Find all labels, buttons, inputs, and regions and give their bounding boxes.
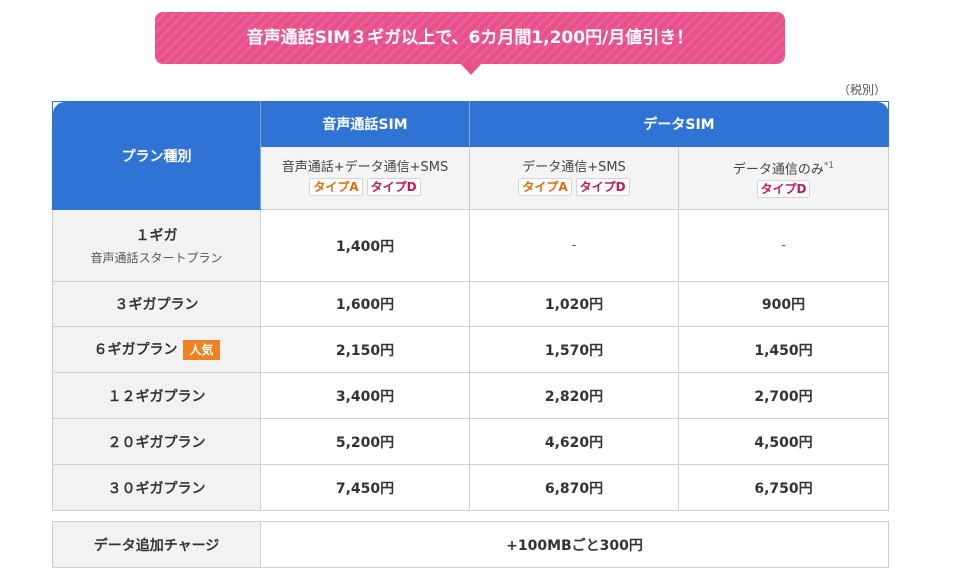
table-row: ３０ギガプラン 7,450円 6,870円 6,750円: [52, 464, 890, 511]
table-row: １ギガ 音声通話スタートプラン 1,400円 - -: [52, 209, 890, 282]
footnote-marker: *1: [823, 160, 835, 171]
table-row: ２０ギガプラン 5,200円 4,620円 4,500円: [52, 418, 890, 465]
price-voice: 1,600円: [260, 281, 470, 327]
tax-note: （税別）: [837, 83, 886, 97]
table-row: ３ギガプラン 1,600円 1,020円 900円: [52, 281, 890, 327]
sub-header-text: データ通信のみ*1: [679, 157, 888, 179]
promo-banner-text: 音声通話SIM３ギガ以上で、6カ月間1,200円/月値引き！: [246, 28, 694, 48]
sub-header-text: データ通信+SMS: [470, 159, 678, 177]
type-tag: タイプA: [518, 178, 572, 196]
plan-name-cell: １２ギガプラン: [52, 372, 261, 419]
data-charge-label: データ追加チャージ: [52, 521, 261, 568]
price-data-only: -: [677, 209, 890, 282]
promo-banner-pointer: [460, 63, 482, 75]
pricing-table: プラン種別 音声通話SIM データSIM 音声通話+データ通信+SMS タイプA タ…: [52, 101, 890, 511]
sub-header-text: 音声通話+データ通信+SMS: [261, 159, 469, 177]
plan-name: １２ギガプラン: [107, 388, 206, 405]
price-voice: 7,450円: [260, 464, 470, 511]
sub-header-label: 音声通話+データ通信+SMS: [281, 160, 449, 175]
plan-name-cell: ３ギガプラン: [52, 281, 261, 327]
price-data-only: 6,750円: [677, 464, 890, 511]
type-tags: タイプD: [679, 180, 888, 199]
plan-name-cell: ２０ギガプラン: [52, 418, 261, 465]
price-data-sms: 6,870円: [469, 464, 679, 511]
type-tag: タイプA: [309, 178, 363, 196]
sub-header-label: データ通信のみ: [732, 162, 824, 178]
voice-sim-header: 音声通話SIM: [260, 101, 470, 147]
plan-name-cell: １ギガ音声通話スタートプラン: [52, 209, 261, 282]
plan-name: ３０ギガプラン: [107, 480, 206, 497]
data-charge-value: +100MBごと300円: [260, 521, 889, 568]
promo-banner: 音声通話SIM３ギガ以上で、6カ月間1,200円/月値引き！: [155, 12, 785, 64]
sub-header-2: データ通信のみ*1 タイプD: [677, 146, 890, 210]
plan-name: ６ギガプラン: [93, 342, 178, 358]
type-tag: タイプD: [575, 178, 630, 196]
plan-name: １ギガ: [135, 228, 178, 244]
price-data-sms: 2,820円: [469, 372, 679, 419]
price-data-sms: 4,620円: [469, 418, 679, 465]
popular-badge: 人気: [183, 340, 220, 360]
plan-name-cell: ３０ギガプラン: [52, 464, 261, 511]
plan-name: ２０ギガプラン: [107, 434, 206, 451]
type-tags: タイプA タイプD: [470, 178, 678, 197]
price-data-only: 1,450円: [677, 326, 890, 373]
sub-header-1: データ通信+SMS タイプA タイプD: [469, 146, 679, 210]
price-data-only: 4,500円: [677, 418, 890, 465]
sub-header-0: 音声通話+データ通信+SMS タイプA タイプD: [260, 146, 470, 210]
price-voice: 5,200円: [260, 418, 470, 465]
price-data-only: 900円: [677, 281, 890, 327]
table-row: １２ギガプラン 3,400円 2,820円 2,700円: [52, 372, 890, 419]
price-data-sms: 1,570円: [469, 326, 679, 373]
price-data-sms: -: [469, 209, 679, 282]
sub-header-label: データ通信+SMS: [522, 160, 626, 175]
data-charge-table: データ追加チャージ +100MBごと300円: [52, 521, 889, 568]
data-sim-header: データSIM: [468, 101, 890, 147]
price-voice: 3,400円: [260, 372, 470, 419]
plan-name-cell: ６ギガプラン 人気: [52, 326, 261, 373]
plan-subtitle: 音声通話スタートプラン: [90, 251, 223, 265]
table-row: ６ギガプラン 人気 2,150円 1,570円 1,450円: [52, 326, 890, 373]
type-tags: タイプA タイプD: [261, 178, 469, 197]
plan-name: ３ギガプラン: [114, 297, 199, 313]
type-tag: タイプD: [756, 180, 811, 199]
plan-type-header: プラン種別: [52, 101, 261, 210]
price-voice: 1,400円: [260, 209, 470, 282]
price-data-sms: 1,020円: [469, 281, 679, 327]
type-tag: タイプD: [366, 178, 421, 196]
price-voice: 2,150円: [260, 326, 470, 373]
price-data-only: 2,700円: [677, 372, 890, 419]
